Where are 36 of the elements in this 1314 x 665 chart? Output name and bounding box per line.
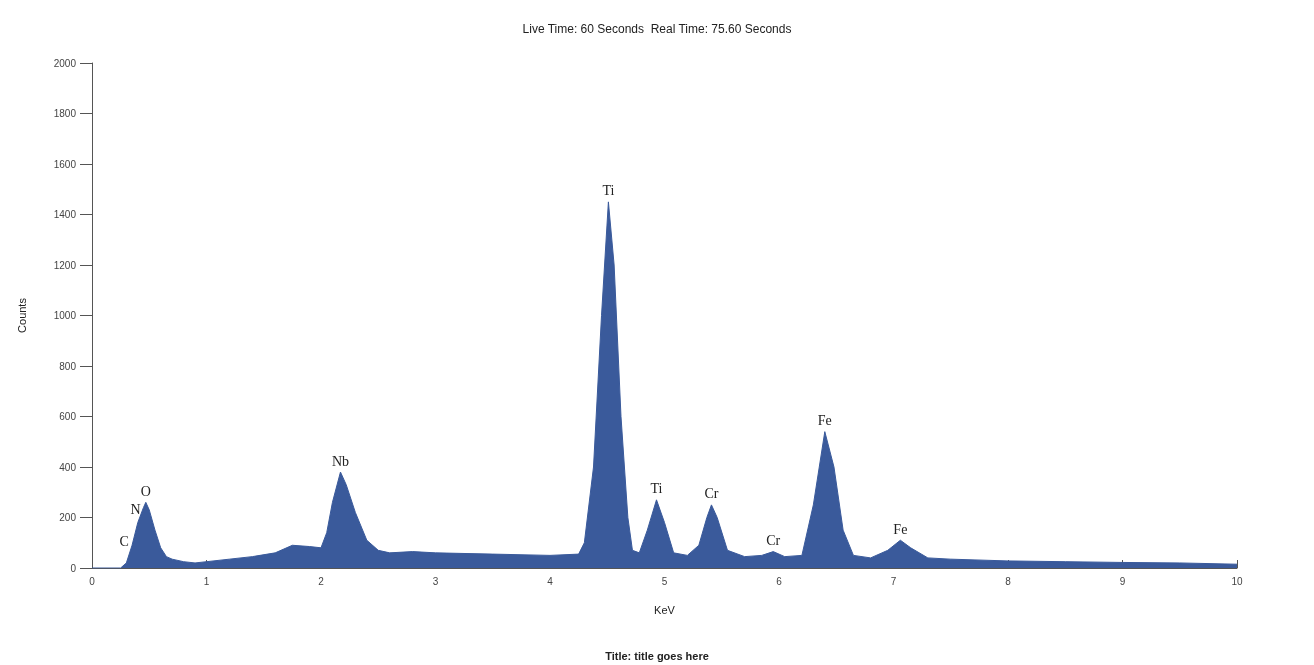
annotation: Nb: [331, 453, 350, 469]
x-tick-label: 5: [661, 575, 668, 587]
y-tick-label: 800: [59, 360, 77, 372]
x-tick-label: 6: [776, 575, 783, 587]
y-tick-label: 400: [59, 461, 77, 473]
x-tick-label: 10: [1231, 575, 1243, 587]
annotation: C: [119, 534, 129, 550]
x-tick-label: 1: [203, 575, 210, 587]
annotation: Cr: [766, 533, 781, 549]
x-axis-title: KeV: [654, 603, 676, 616]
y-tick-label: 1600: [53, 158, 77, 170]
annotation: O: [140, 483, 151, 499]
annotation: Ti: [650, 481, 663, 497]
y-tick-label: 1200: [53, 259, 77, 271]
x-tick-label: 3: [432, 575, 439, 587]
x-tick-label: 4: [547, 575, 554, 587]
text: Title: title goes here: [605, 649, 709, 662]
x-tick-label: 7: [890, 575, 897, 587]
y-tick-label: 1000: [53, 310, 77, 321]
annotation: Fe: [893, 521, 908, 537]
y-tick-label: 1800: [53, 108, 77, 119]
annotation: Cr: [704, 486, 719, 502]
x-tick-label: 8: [1005, 575, 1012, 587]
y-tick-label: 1400: [53, 209, 77, 220]
chart-title: Live Time: 60 Seconds Real Time: 75.60 Seconds: [522, 22, 792, 36]
y-axis-title: Counts: [15, 297, 28, 333]
x-tick-label: 9: [1119, 575, 1126, 587]
x-tick-label: 2: [318, 575, 325, 587]
annotation: Ti: [602, 183, 615, 199]
y-tick-label: 0: [70, 562, 77, 574]
y-tick-label: 2000: [53, 57, 77, 69]
x-tick-label: 0: [89, 575, 96, 587]
annotation: N: [130, 501, 141, 517]
y-tick-label: 600: [59, 411, 77, 422]
y-tick-label: 200: [59, 512, 77, 523]
annotation: Fe: [817, 413, 832, 429]
